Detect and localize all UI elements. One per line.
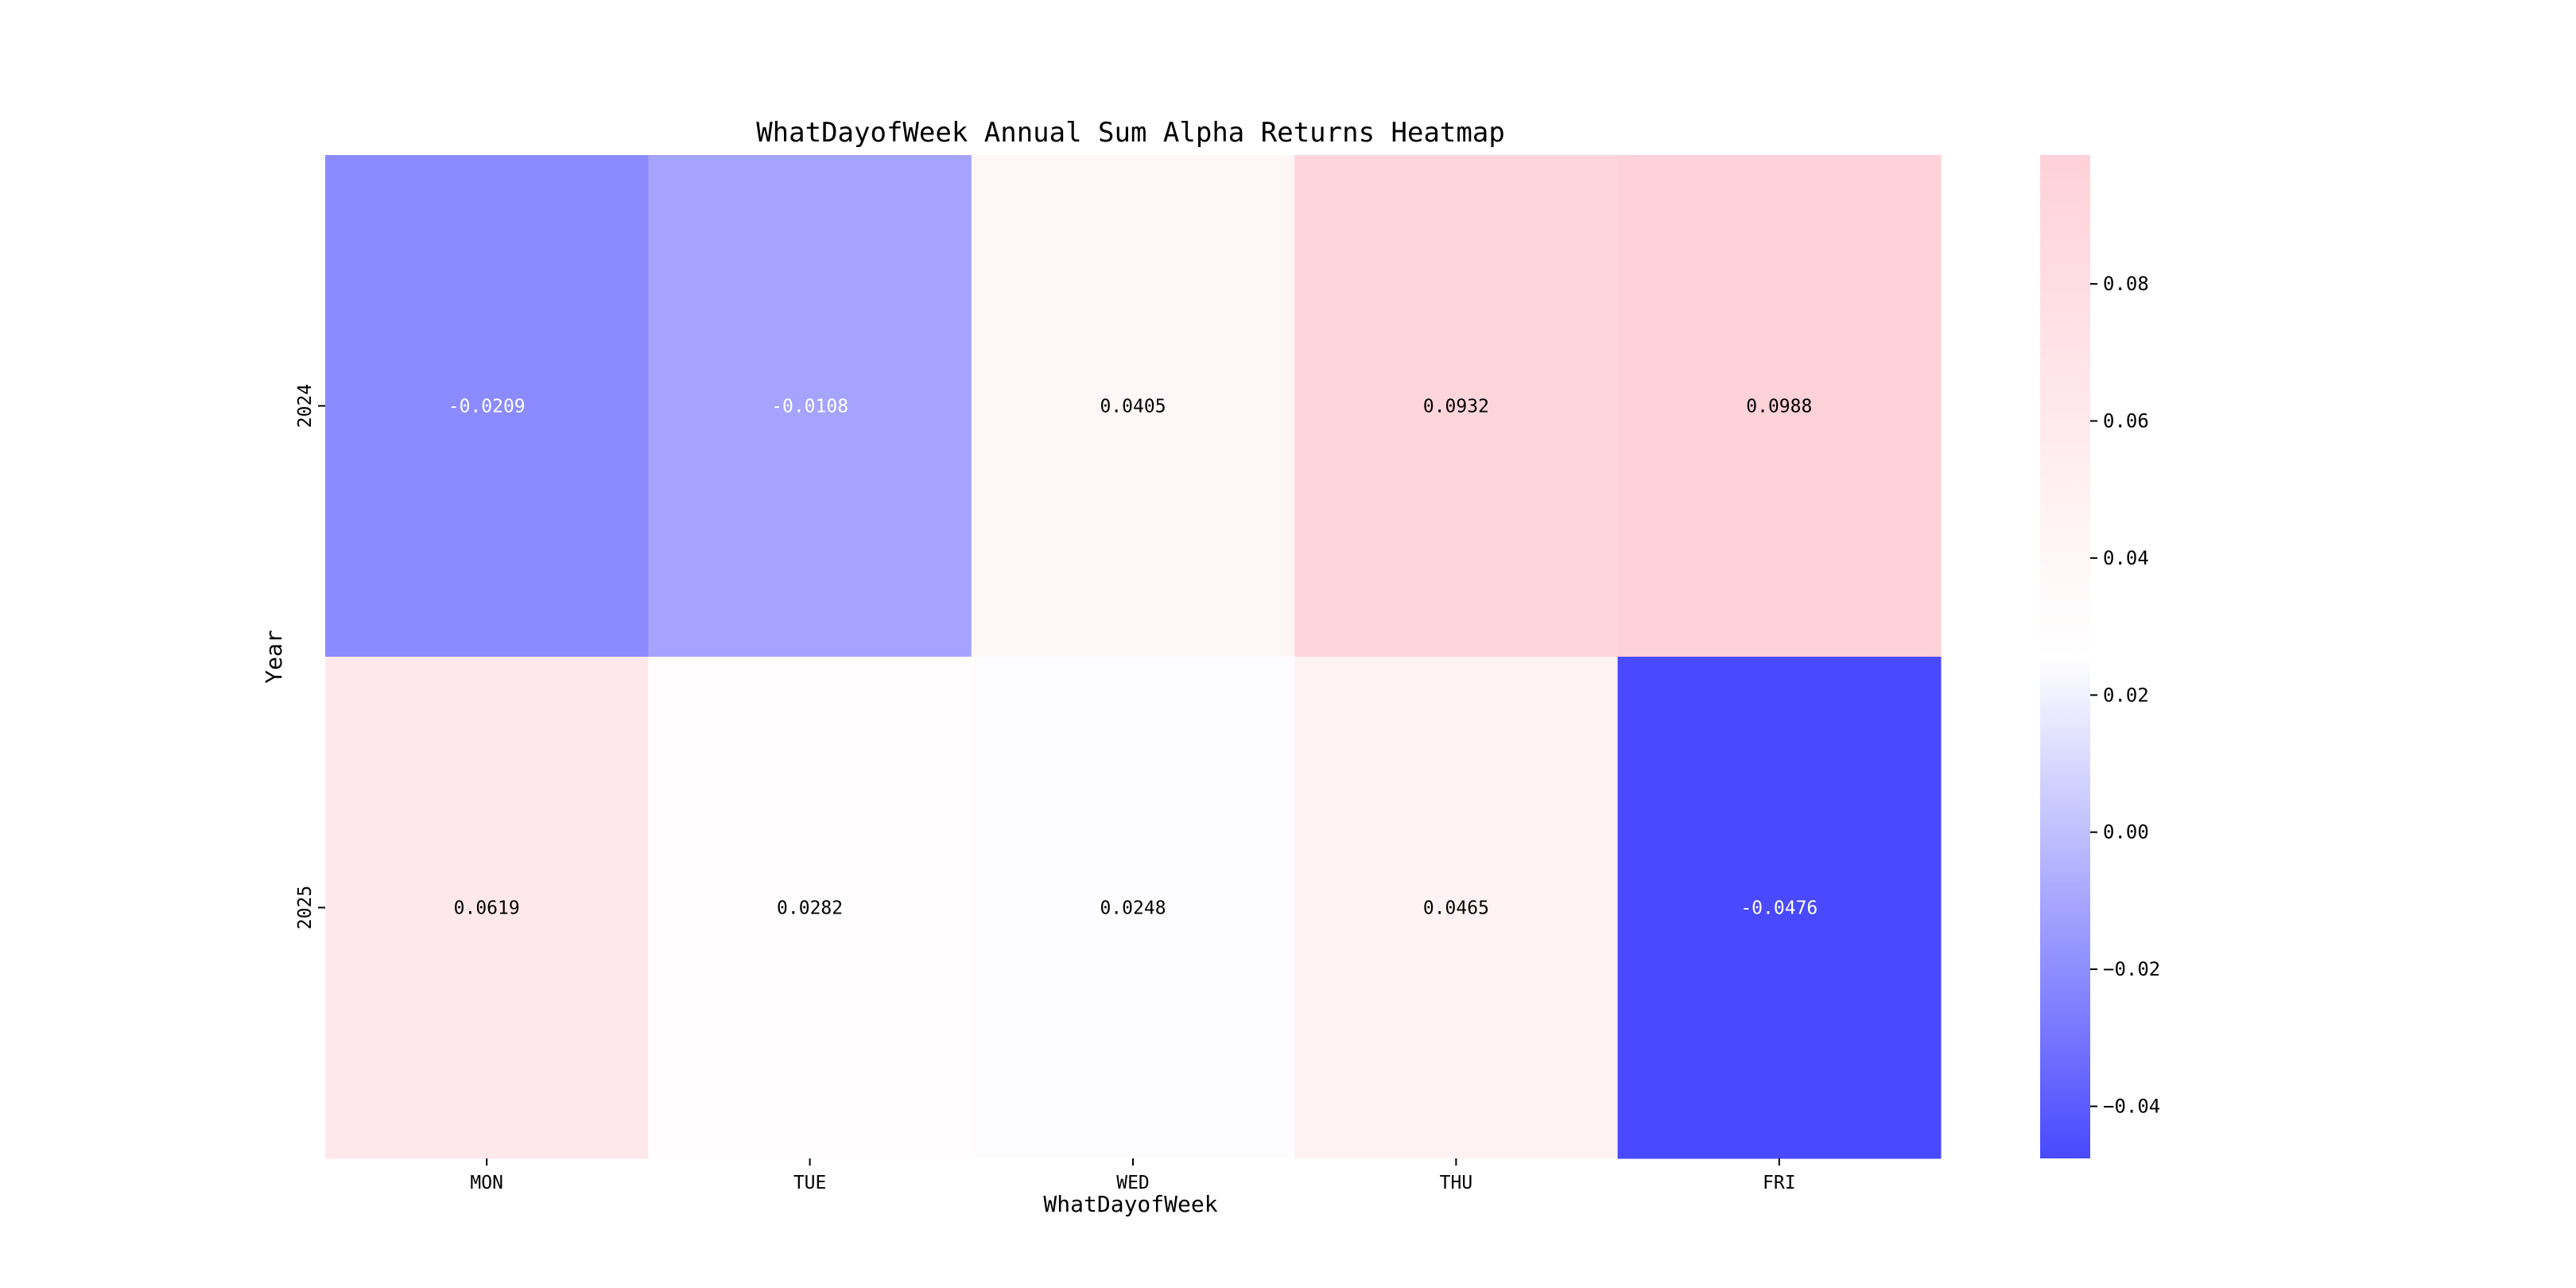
cell-value-label: 0.0248: [1100, 898, 1166, 919]
cell-value-label: 0.0465: [1423, 898, 1489, 919]
heatmap-cell-2024-fri: [1617, 155, 1942, 658]
cell-value-label: 0.0932: [1423, 397, 1489, 417]
colorbar-tick-label: 0.00: [2103, 821, 2149, 844]
x-axis: MON TUE WED THU FRI: [470, 1158, 1796, 1193]
y-axis-label: Year: [261, 630, 287, 683]
heatmap-cell-2025-mon: [325, 657, 649, 1159]
cell-value-label: 0.0282: [777, 898, 843, 919]
heatmap-cell-labels: -0.0209 -0.0108 0.0405 0.0932 0.0988 0.0619 0.…: [448, 397, 1818, 919]
heatmap-cell-2025-tue: [648, 657, 972, 1159]
y-tick-label: 2024: [295, 384, 316, 428]
colorbar-tick-label: 0.04: [2103, 547, 2149, 569]
cell-value-label: -0.0108: [771, 397, 848, 417]
colorbar-tick-label: 0.06: [2103, 409, 2149, 432]
heatmap-cell-2025-fri: [1617, 657, 1942, 1159]
heatmap-cell-2025-wed: [971, 657, 1295, 1159]
colorbar-tick-label: 0.08: [2103, 273, 2149, 295]
x-axis-label: WhatDayofWeek: [1043, 1191, 1217, 1217]
heatmap-cell-2024-wed: [971, 155, 1295, 658]
heatmap-cell-2024-thu: [1294, 155, 1619, 658]
x-tick-label: MON: [470, 1173, 503, 1193]
colorbar-tick-label: 0.02: [2103, 684, 2149, 706]
heatmap-cell-2025-thu: [1294, 657, 1619, 1159]
x-tick-label: TUE: [793, 1173, 827, 1193]
y-axis: 2024 2025: [295, 384, 325, 929]
x-tick-label: THU: [1440, 1173, 1473, 1193]
cell-value-label: -0.0476: [1740, 898, 1818, 919]
heatmap-cells: [325, 155, 1942, 1159]
colorbar: [2040, 155, 2090, 1158]
colorbar-ticks: 0.08 0.06 0.04 0.02 0.00 −0.02 −0.04: [2090, 273, 2160, 1117]
chart-title: WhatDayofWeek Annual Sum Alpha Returns H…: [756, 117, 1505, 149]
colorbar-tick-label: −0.04: [2103, 1095, 2160, 1117]
y-tick-label: 2025: [295, 886, 316, 929]
x-tick-label: FRI: [1763, 1173, 1796, 1193]
cell-value-label: 0.0405: [1100, 397, 1166, 417]
cell-value-label: 0.0988: [1746, 397, 1812, 417]
cell-value-label: 0.0619: [454, 898, 520, 919]
heatmap-cell-2024-tue: [648, 155, 972, 658]
x-tick-label: WED: [1116, 1173, 1150, 1193]
cell-value-label: -0.0209: [448, 397, 526, 417]
colorbar-tick-label: −0.02: [2103, 958, 2160, 980]
heatmap-cell-2024-mon: [325, 155, 649, 658]
